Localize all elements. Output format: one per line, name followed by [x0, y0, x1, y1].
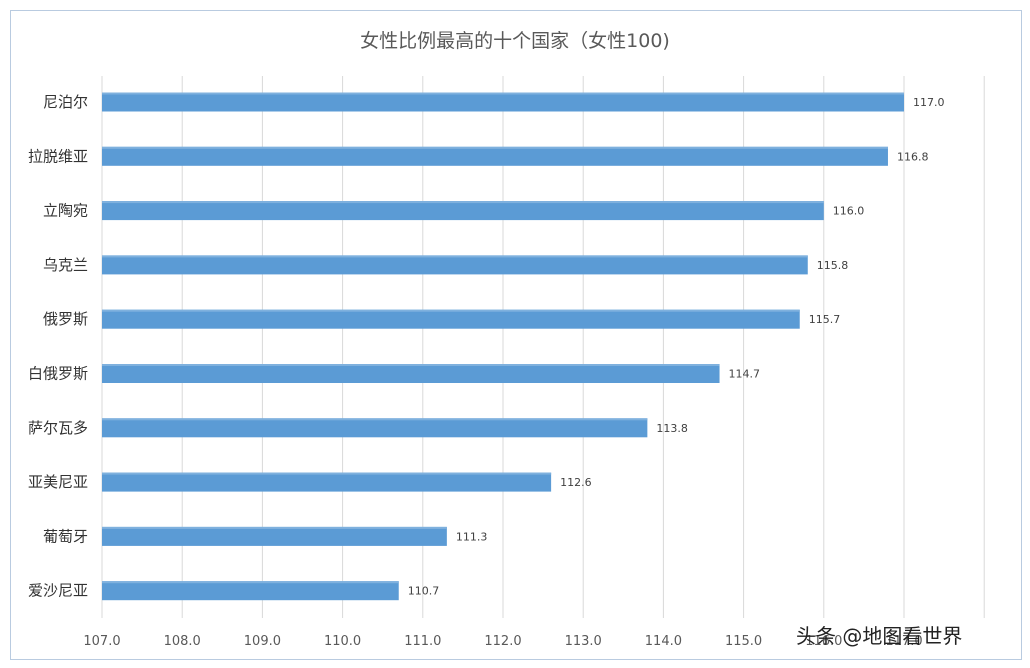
bar — [102, 309, 800, 329]
category-label: 萨尔瓦多 — [28, 419, 88, 437]
data-label: 114.7 — [729, 368, 761, 381]
bar-highlight — [102, 526, 447, 529]
bar-highlight — [102, 201, 824, 204]
bar-highlight — [102, 309, 800, 312]
category-label: 尼泊尔 — [43, 93, 88, 111]
bar-highlight — [102, 472, 552, 475]
data-label: 116.8 — [897, 150, 929, 163]
data-label: 112.6 — [560, 476, 592, 489]
x-tick-label: 115.0 — [725, 634, 762, 649]
x-tick-label: 116.0 — [805, 634, 842, 649]
category-label: 白俄罗斯 — [28, 365, 88, 383]
category-label: 亚美尼亚 — [28, 473, 88, 491]
x-tick-label: 109.0 — [244, 634, 281, 649]
bar — [102, 581, 399, 601]
chart-frame — [10, 10, 1022, 660]
x-tick-label: 114.0 — [645, 634, 682, 649]
x-tick-label: 117.0 — [885, 634, 922, 649]
bar — [102, 201, 824, 221]
bar — [102, 364, 720, 383]
x-tick-label: 108.0 — [164, 634, 201, 649]
bar — [102, 146, 888, 166]
chart-title: 女性比例最高的十个国家（女性100) — [360, 30, 670, 52]
bar — [102, 255, 808, 275]
bar-highlight — [102, 146, 888, 149]
bar-highlight — [102, 255, 808, 258]
category-label: 立陶宛 — [43, 202, 88, 220]
bar — [102, 472, 552, 492]
bar-highlight — [102, 92, 904, 95]
x-tick-label: 113.0 — [565, 634, 602, 649]
x-tick-label: 111.0 — [404, 634, 441, 649]
bar-highlight — [102, 581, 399, 584]
bar — [102, 526, 447, 546]
data-label: 113.8 — [656, 422, 688, 435]
x-tick-label: 107.0 — [83, 634, 120, 649]
bar-highlight — [102, 418, 648, 421]
data-label: 117.0 — [913, 96, 945, 109]
category-label: 俄罗斯 — [43, 310, 88, 328]
category-label: 爱沙尼亚 — [28, 582, 88, 600]
data-label: 115.8 — [817, 259, 849, 272]
bar — [102, 418, 648, 438]
bar — [102, 92, 904, 112]
category-label: 葡萄牙 — [43, 527, 88, 545]
data-label: 110.7 — [408, 585, 440, 598]
watermark-text: 头条 @地图看世界 — [796, 624, 963, 648]
data-label: 115.7 — [809, 313, 841, 326]
category-label: 乌克兰 — [43, 256, 88, 274]
category-label: 拉脱维亚 — [28, 147, 88, 165]
x-tick-label: 112.0 — [484, 634, 521, 649]
data-label: 116.0 — [833, 205, 865, 218]
data-label: 111.3 — [456, 530, 488, 543]
x-tick-label: 110.0 — [324, 634, 361, 649]
bar-highlight — [102, 364, 720, 366]
